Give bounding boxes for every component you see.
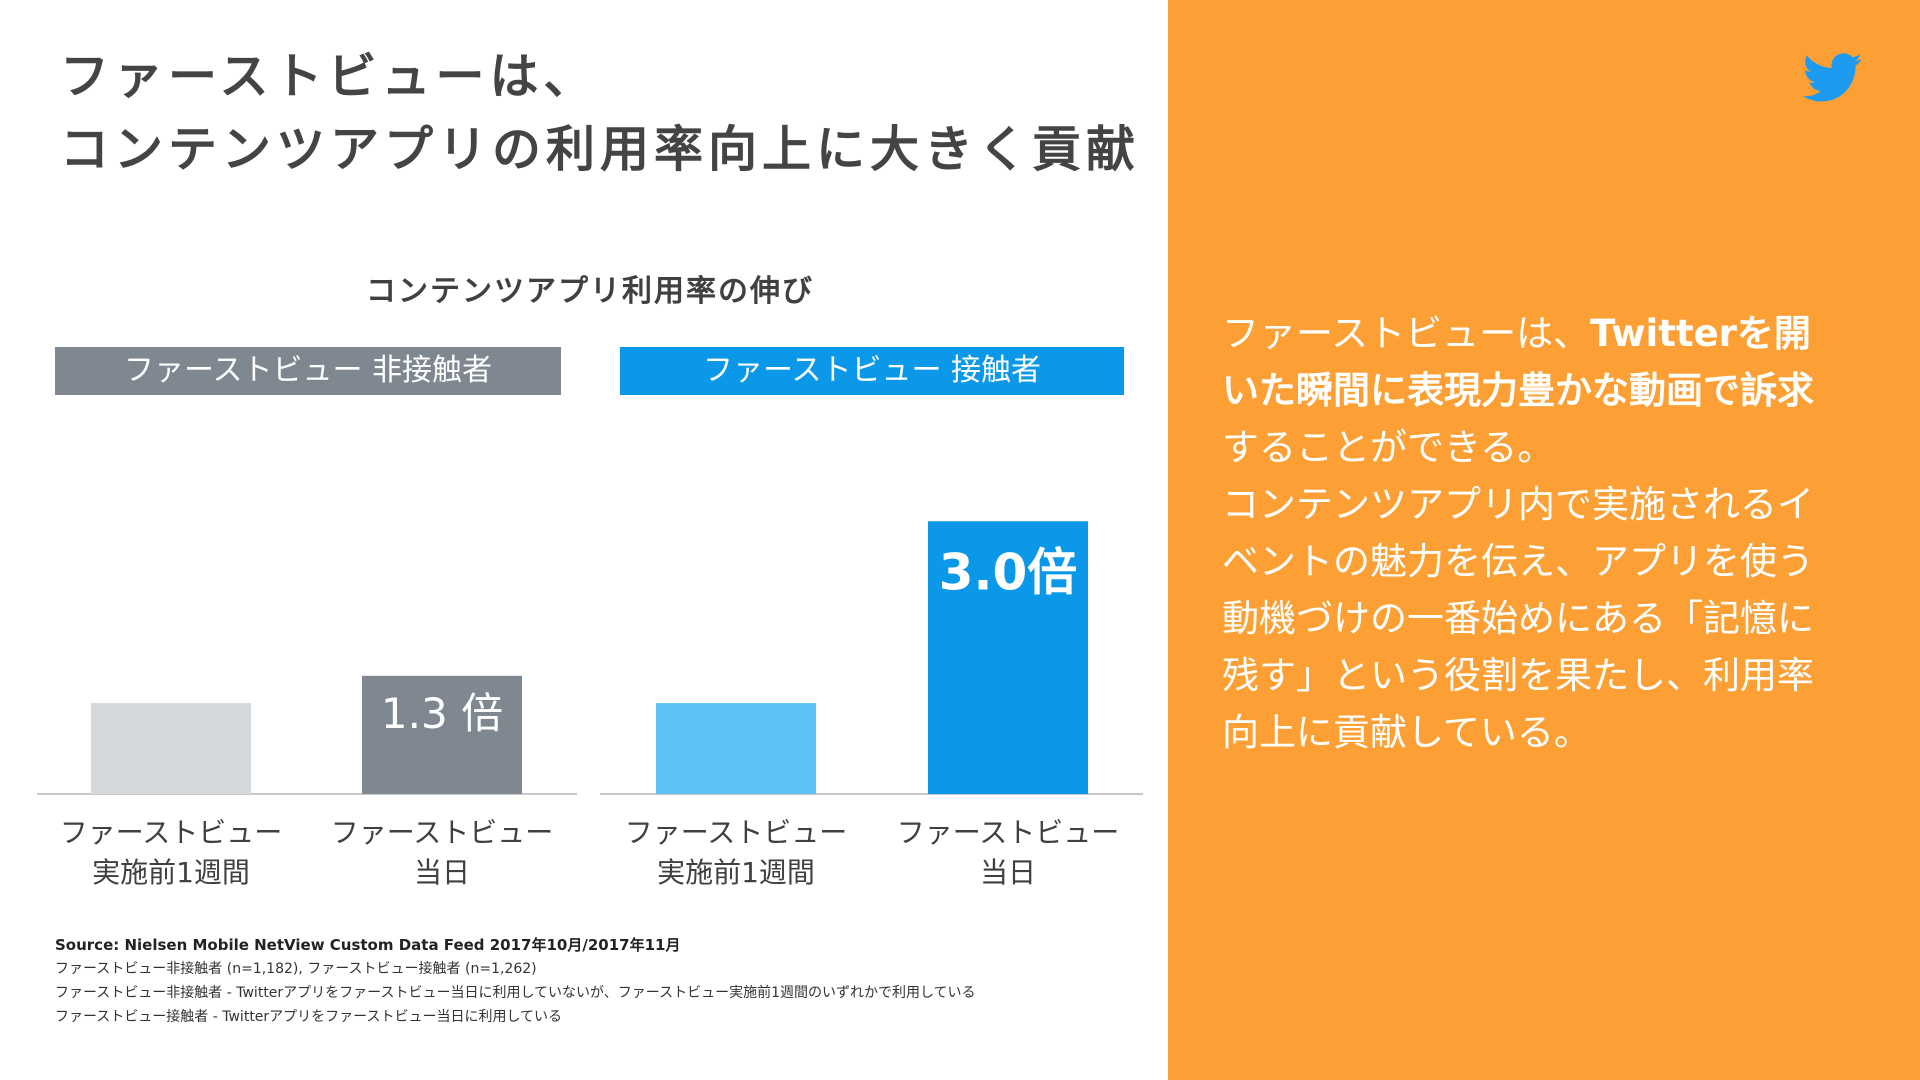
twitter-bird-icon xyxy=(1802,52,1863,108)
bar xyxy=(91,703,251,794)
page-title-line-1: ファーストビューは、 xyxy=(60,48,598,105)
panel-line: ファーストビューは、Twitterを開 xyxy=(1222,305,1872,362)
bar xyxy=(928,521,1088,794)
footnote-non-exposed-definition: ファーストビュー非接触者 - Twitterアプリをファーストビュー当日に利用し… xyxy=(55,985,976,1001)
right-panel: ファーストビューは、Twitterを開 いた瞬間に表現力豊かな動画で訴求 するこ… xyxy=(1168,0,1920,1080)
panel-line: 残す」という役割を果たし、利用率 xyxy=(1222,654,1814,697)
footnote-exposed-definition: ファーストビュー接触者 - Twitterアプリをファーストビュー当日に利用して… xyxy=(55,1009,563,1025)
page-title-line-2: コンテンツアプリの利用率向上に大きく貢献 xyxy=(60,121,1141,178)
category-label: ファーストビュー xyxy=(625,816,848,849)
footnotes: Source: Nielsen Mobile NetView Custom Da… xyxy=(55,933,976,1029)
category-label: 当日 xyxy=(414,856,470,889)
panel-text-bold: いた瞬間に表現力豊かな動画で訴求 xyxy=(1222,369,1814,412)
group-header-exposed: ファーストビュー 接触者 xyxy=(620,347,1124,395)
footnote-source: Source: Nielsen Mobile NetView Custom Da… xyxy=(55,936,681,954)
footnote-sample-sizes: ファーストビュー非接触者 (n=1,182), ファーストビュー接触者 (n=1… xyxy=(55,961,537,977)
bar xyxy=(362,675,522,794)
category-label: ファーストビュー xyxy=(60,816,283,849)
category-label: ファーストビュー xyxy=(897,816,1120,849)
bar xyxy=(656,703,816,794)
panel-line: いた瞬間に表現力豊かな動画で訴求 xyxy=(1222,362,1872,419)
category-label: ファーストビュー xyxy=(331,816,554,849)
category-label: 当日 xyxy=(980,856,1036,889)
panel-line: 向上に貢献している。 xyxy=(1222,711,1591,754)
chart-title: コンテンツアプリ利用率の伸び xyxy=(366,274,814,309)
panel-line: コンテンツアプリ内で実施されるイ xyxy=(1222,483,1814,526)
panel-line: 動機づけの一番始めにある「記憶に xyxy=(1222,597,1814,640)
data-label: 3.0倍 xyxy=(939,543,1078,601)
panel-line: することができる。 xyxy=(1222,426,1555,469)
page-title: ファーストビューは、 コンテンツアプリの利用率向上に大きく貢献 xyxy=(60,40,1140,186)
panel-line: ベントの魅力を伝え、アプリを使う xyxy=(1222,540,1814,583)
category-label: 実施前1週間 xyxy=(92,856,250,889)
group-header-non-exposed: ファーストビュー 非接触者 xyxy=(55,347,561,395)
data-label: 1.3 倍 xyxy=(381,689,503,738)
panel-description: ファーストビューは、Twitterを開 いた瞬間に表現力豊かな動画で訴求 するこ… xyxy=(1222,305,1872,761)
panel-text-normal: ファーストビューは、 xyxy=(1222,312,1591,355)
category-label: 実施前1週間 xyxy=(657,856,815,889)
panel-text-bold: Twitterを開 xyxy=(1590,312,1811,355)
